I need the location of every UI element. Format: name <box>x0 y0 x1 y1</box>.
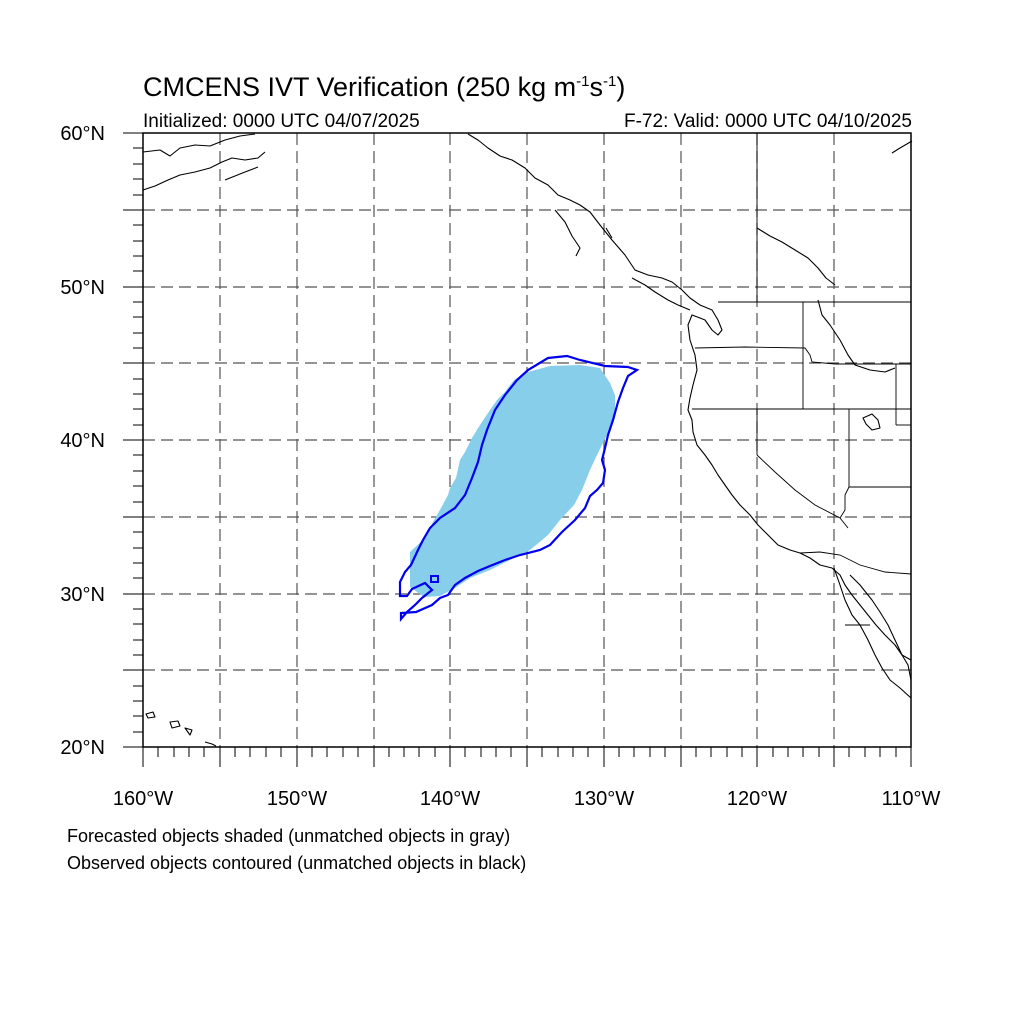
lon-label-120: 120°W <box>727 788 787 810</box>
lon-label-110: 110°W <box>882 788 941 810</box>
lon-label-140: 140°W <box>420 788 480 810</box>
forecast-note: Forecasted objects shaded (unmatched obj… <box>67 826 511 846</box>
forecast-object <box>410 365 615 597</box>
lon-label-160: 160°W <box>113 788 173 810</box>
lat-label-50: 50°N <box>60 277 105 299</box>
lat-label-30: 30°N <box>60 584 105 606</box>
initialized-time: Initialized: 0000 UTC 04/07/2025 <box>143 111 420 132</box>
lat-label-60: 60°N <box>60 123 105 145</box>
lon-label-150: 150°W <box>267 788 327 810</box>
lat-label-40: 40°N <box>60 430 105 452</box>
coastlines <box>142 133 913 747</box>
observed-object-small <box>430 575 439 583</box>
lon-ticks <box>142 747 912 767</box>
valid-time: F-72: Valid: 0000 UTC 04/10/2025 <box>624 111 912 132</box>
map-title: CMCENS IVT Verification (250 kg m-1s-1) <box>143 72 626 102</box>
political-boundaries <box>692 133 912 626</box>
lat-label-20: 20°N <box>60 737 105 759</box>
observed-object-contour <box>398 354 640 622</box>
observed-note: Observed objects contoured (unmatched ob… <box>67 853 527 873</box>
lon-label-130: 130°W <box>574 788 634 810</box>
lat-ticks <box>123 132 143 748</box>
